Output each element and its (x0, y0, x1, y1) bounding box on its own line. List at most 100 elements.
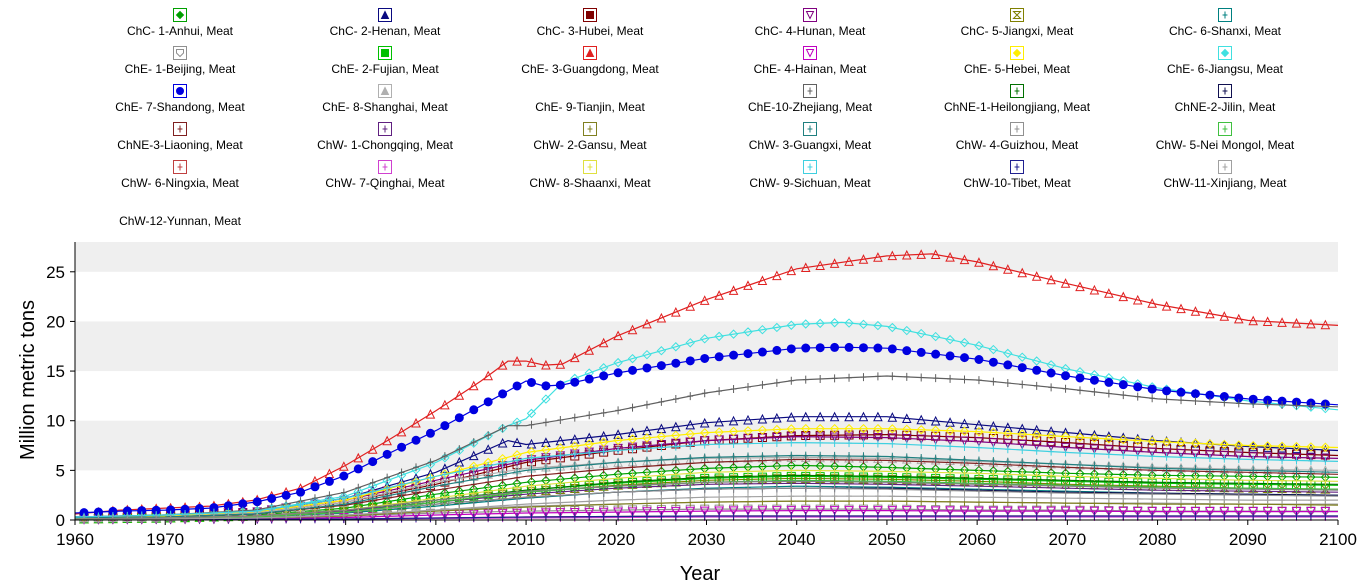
x-tick-label: 2010 (507, 530, 545, 549)
legend-item: ChC- 5-Jiangxi, Meat (907, 8, 1127, 38)
series-30 (74, 480, 1339, 520)
legend-marker-icon (1010, 8, 1024, 22)
legend-label: ChC- 2-Henan, Meat (329, 24, 441, 38)
legend-marker-icon (378, 46, 392, 60)
legend-label: ChE- 8-Shanghai, Meat (322, 100, 448, 114)
x-tick-label: 2060 (958, 530, 996, 549)
series-29 (74, 492, 1338, 524)
legend-marker-icon (1218, 160, 1232, 174)
legend-marker-icon (1218, 122, 1232, 136)
legend-item: ChW-10-Tibet, Meat (907, 160, 1127, 190)
legend-marker-icon (1010, 46, 1024, 60)
x-tick-label: 2030 (688, 530, 726, 549)
y-tick-label: 0 (56, 511, 65, 530)
legend-item: ChW- 7-Qinghai, Meat (275, 160, 495, 190)
legend-item: ChNE-2-Jilin, Meat (1115, 84, 1335, 114)
legend-item: ChW- 9-Sichuan, Meat (700, 160, 920, 190)
series-12 (74, 342, 1339, 518)
legend-marker-icon (378, 122, 392, 136)
legend-label: ChW- 8-Shaanxi, Meat (529, 176, 651, 190)
y-tick-label: 5 (56, 461, 65, 480)
legend-label: ChC- 6-Shanxi, Meat (1168, 24, 1282, 38)
legend-marker-icon (803, 8, 817, 22)
legend-item: ChE- 8-Shanghai, Meat (275, 84, 495, 114)
legend-label: ChE- 2-Fujian, Meat (331, 62, 439, 76)
legend-label: ChW- 1-Chongqing, Meat (317, 138, 453, 152)
series-markers (79, 342, 1330, 518)
legend-label: ChNE-3-Liaoning, Meat (117, 138, 243, 152)
legend-item: ChC- 1-Anhui, Meat (70, 8, 290, 38)
legend-label: ChE-10-Zhejiang, Meat (747, 100, 873, 114)
legend-label: ChW-10-Tibet, Meat (963, 176, 1071, 190)
legend-marker-icon (583, 122, 597, 136)
legend-marker-icon (583, 160, 597, 174)
series-layer (74, 249, 1339, 525)
legend-item: ChW- 6-Ningxia, Meat (70, 160, 290, 190)
legend-item: ChW- 5-Nei Mongol, Meat (1115, 122, 1335, 152)
legend: ChC- 1-Anhui, Meat ChC- 2-Henan, Meat ChC-… (0, 0, 1372, 240)
legend-label: ChE- 9-Tianjin, Meat (535, 100, 645, 114)
x-axis-title: Year (680, 563, 721, 584)
legend-item: ChW- 4-Guizhou, Meat (907, 122, 1127, 152)
legend-item: ChE- 9-Tianjin, Meat (480, 84, 700, 114)
legend-item: ChE- 6-Jiangsu, Meat (1115, 46, 1335, 76)
legend-item: ChE- 3-Guangdong, Meat (480, 46, 700, 76)
series-9 (74, 506, 1338, 525)
legend-label: ChE- 5-Hebei, Meat (963, 62, 1071, 76)
legend-item: ChC- 6-Shanxi, Meat (1115, 8, 1335, 38)
legend-label: ChW- 9-Sichuan, Meat (749, 176, 871, 190)
x-tick-label: 2000 (417, 530, 455, 549)
legend-label: ChC- 3-Hubei, Meat (536, 24, 644, 38)
y-tick-label: 15 (46, 362, 65, 381)
legend-label: ChW- 6-Ningxia, Meat (121, 176, 239, 190)
legend-marker-icon (378, 8, 392, 22)
x-tick-label: 2090 (1229, 530, 1267, 549)
legend-label: ChW- 4-Guizhou, Meat (955, 138, 1079, 152)
x-tick-label: 2100 (1319, 530, 1357, 549)
legend-marker-icon (1010, 122, 1024, 136)
grid-band (75, 242, 1338, 272)
legend-marker-icon (583, 46, 597, 60)
legend-item: ChNE-3-Liaoning, Meat (70, 122, 290, 152)
legend-label: ChW- 5-Nei Mongol, Meat (1155, 138, 1295, 152)
legend-marker-icon (1218, 46, 1232, 60)
series-line (74, 480, 1339, 520)
x-tick-label: 1960 (56, 530, 94, 549)
x-tick-label: 2040 (778, 530, 816, 549)
legend-label: ChNE-2-Jilin, Meat (1174, 100, 1276, 114)
legend-label: ChE- 1-Beijing, Meat (124, 62, 236, 76)
legend-marker-icon (173, 160, 187, 174)
y-tick-label: 20 (46, 312, 65, 331)
legend-item: ChW- 8-Shaanxi, Meat (480, 160, 700, 190)
legend-item: ChE- 7-Shandong, Meat (70, 84, 290, 114)
legend-label: ChE- 7-Shandong, Meat (115, 100, 245, 114)
x-tick-label: 2080 (1139, 530, 1177, 549)
axes: 1960 1970 1980 1990 2000 2010 2020 2030 2040 2050… (46, 242, 1357, 549)
x-tick-label: 2020 (597, 530, 635, 549)
legend-label: ChW- 3-Guangxi, Meat (748, 138, 872, 152)
x-tick-label: 1990 (327, 530, 365, 549)
legend-marker-icon (803, 122, 817, 136)
legend-marker-icon (803, 84, 817, 98)
x-tick-label: 1980 (237, 530, 275, 549)
legend-label: ChW-11-Xinjiang, Meat (1163, 176, 1287, 190)
legend-marker-icon (1010, 160, 1024, 174)
series-27 (74, 438, 1339, 521)
x-tick-label: 2070 (1048, 530, 1086, 549)
legend-label: ChW-12-Yunnan, Meat (119, 214, 241, 228)
legend-item: ChE- 5-Hebei, Meat (907, 46, 1127, 76)
legend-marker-icon (173, 84, 187, 98)
series-28 (74, 512, 1338, 524)
legend-label: ChC- 4-Hunan, Meat (754, 24, 866, 38)
legend-item: ChE- 2-Fujian, Meat (275, 46, 495, 76)
legend-item: ChW- 1-Chongqing, Meat (275, 122, 495, 152)
legend-item: ChE-10-Zhejiang, Meat (700, 84, 920, 114)
legend-label: ChW- 2-Gansu, Meat (533, 138, 647, 152)
legend-marker-icon (803, 160, 817, 174)
legend-item: ChW-11-Xinjiang, Meat (1115, 160, 1335, 190)
legend-item: ChNE-1-Heilongjiang, Meat (907, 84, 1127, 114)
legend-marker-icon (173, 46, 187, 60)
legend-item: ChC- 4-Hunan, Meat (700, 8, 920, 38)
grid-band (75, 321, 1338, 372)
